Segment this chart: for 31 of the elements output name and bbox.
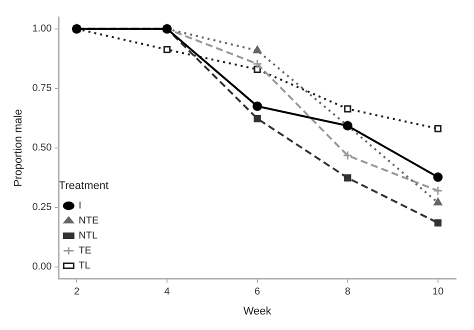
point	[342, 150, 352, 160]
point	[434, 198, 442, 206]
x-tick-label: 6	[254, 286, 261, 298]
point	[344, 105, 352, 112]
point	[252, 102, 262, 111]
x-tick-label: 10	[432, 286, 444, 298]
y-tick-label: 0.00	[32, 262, 52, 273]
legend-label: I	[78, 200, 82, 212]
legend-label: NTL	[78, 230, 98, 242]
point	[252, 59, 262, 69]
point	[254, 115, 261, 122]
legend-label: TL	[78, 260, 91, 272]
point	[434, 125, 442, 132]
x-axis-title: Week	[243, 305, 272, 318]
x-tick-label: 4	[164, 286, 170, 298]
x-tick-label: 2	[74, 286, 80, 298]
y-tick-label: 1.00	[32, 24, 52, 35]
point	[434, 219, 442, 226]
legend-label: TE	[78, 246, 92, 257]
point	[163, 46, 171, 54]
x-tick-label: 8	[344, 286, 351, 298]
point	[253, 46, 262, 54]
y-tick-label: 0.75	[32, 83, 52, 94]
y-tick-label: 0.50	[32, 142, 52, 154]
y-tick-label: 0.25	[32, 202, 52, 214]
y-axis-title: Proportion male	[12, 109, 25, 187]
legend-label: NTE	[78, 216, 99, 227]
point	[433, 186, 443, 196]
point	[344, 174, 352, 182]
point	[433, 172, 443, 182]
legend-title: Treatment	[58, 180, 109, 192]
